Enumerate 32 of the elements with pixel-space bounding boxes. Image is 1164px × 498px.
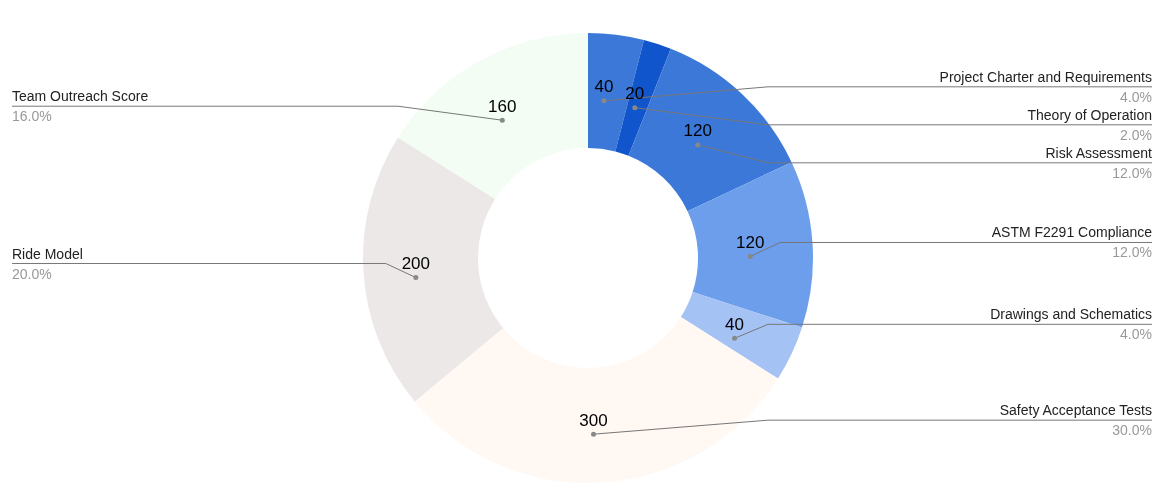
slice-label: Project Charter and Requirements [939,68,1152,85]
donut-slice [363,137,504,402]
slice-label: ASTM F2291 Compliance [991,224,1153,241]
donut-slice [588,33,644,152]
slice-label: Risk Assessment [1045,144,1153,161]
slice-label: Ride Model [12,245,83,262]
text: 4.0% [1120,88,1152,105]
text: 2.0% [1120,126,1152,143]
text: 12.0% [1112,244,1152,261]
data-label: 200 [401,254,431,274]
donut-slice [680,291,802,379]
donut-slice [615,40,671,156]
text: 20.0% [12,265,52,282]
data-label: 40 [725,314,745,334]
data-label: 40 [594,77,614,97]
data-label: 160 [488,96,517,116]
slice-label: Theory of Operation [1027,106,1152,123]
donut-slice [414,316,778,483]
text: 30.0% [1112,422,1152,439]
slice-label: Drawings and Schematics [990,306,1152,323]
text: 4.0% [1120,326,1152,343]
text: 12.0% [1112,164,1152,181]
donut-slice [687,162,813,328]
donut-slice [398,33,588,200]
data-label: 300 [579,410,608,430]
slice-label: Safety Acceptance Tests [999,402,1152,419]
data-label: 20 [625,84,645,104]
data-label: 120 [735,232,765,252]
donut-slice [628,48,792,212]
slice-label: Team Outreach Score [12,88,149,105]
text: 16.0% [12,108,52,125]
data-label: 120 [683,121,712,141]
